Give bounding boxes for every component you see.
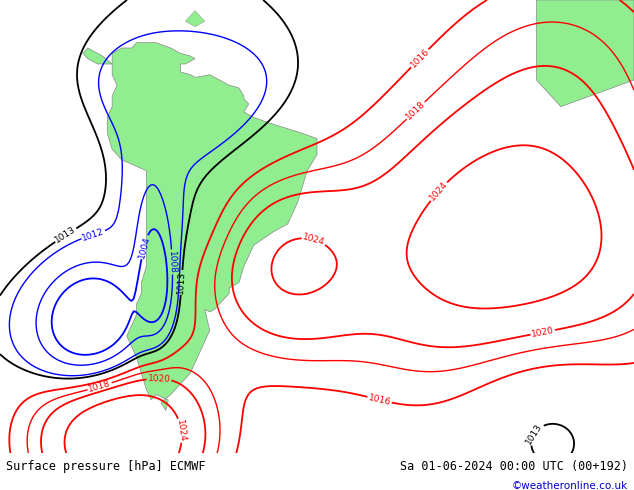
Text: Surface pressure [hPa] ECMWF: Surface pressure [hPa] ECMWF	[6, 460, 206, 473]
Text: ©weatheronline.co.uk: ©weatheronline.co.uk	[512, 481, 628, 490]
Text: 1016: 1016	[408, 47, 431, 70]
Text: 1013: 1013	[524, 421, 544, 446]
Text: 1016: 1016	[367, 393, 392, 407]
Text: 1020: 1020	[148, 374, 171, 384]
Text: Sa 01-06-2024 00:00 UTC (00+192): Sa 01-06-2024 00:00 UTC (00+192)	[399, 460, 628, 473]
Polygon shape	[107, 43, 317, 411]
Polygon shape	[536, 0, 634, 107]
Text: 1004: 1004	[137, 235, 152, 259]
Text: 1020: 1020	[531, 326, 555, 339]
Text: 1024: 1024	[302, 232, 326, 247]
Text: 1018: 1018	[87, 379, 112, 394]
Polygon shape	[185, 11, 205, 26]
Text: 1018: 1018	[404, 99, 427, 122]
Text: 1013: 1013	[54, 225, 78, 245]
Text: 1013: 1013	[176, 270, 187, 294]
Text: 1024: 1024	[428, 180, 450, 203]
Text: 1012: 1012	[81, 227, 105, 243]
Text: 1008: 1008	[167, 250, 177, 273]
Text: 1024: 1024	[176, 418, 187, 442]
Polygon shape	[83, 48, 112, 64]
